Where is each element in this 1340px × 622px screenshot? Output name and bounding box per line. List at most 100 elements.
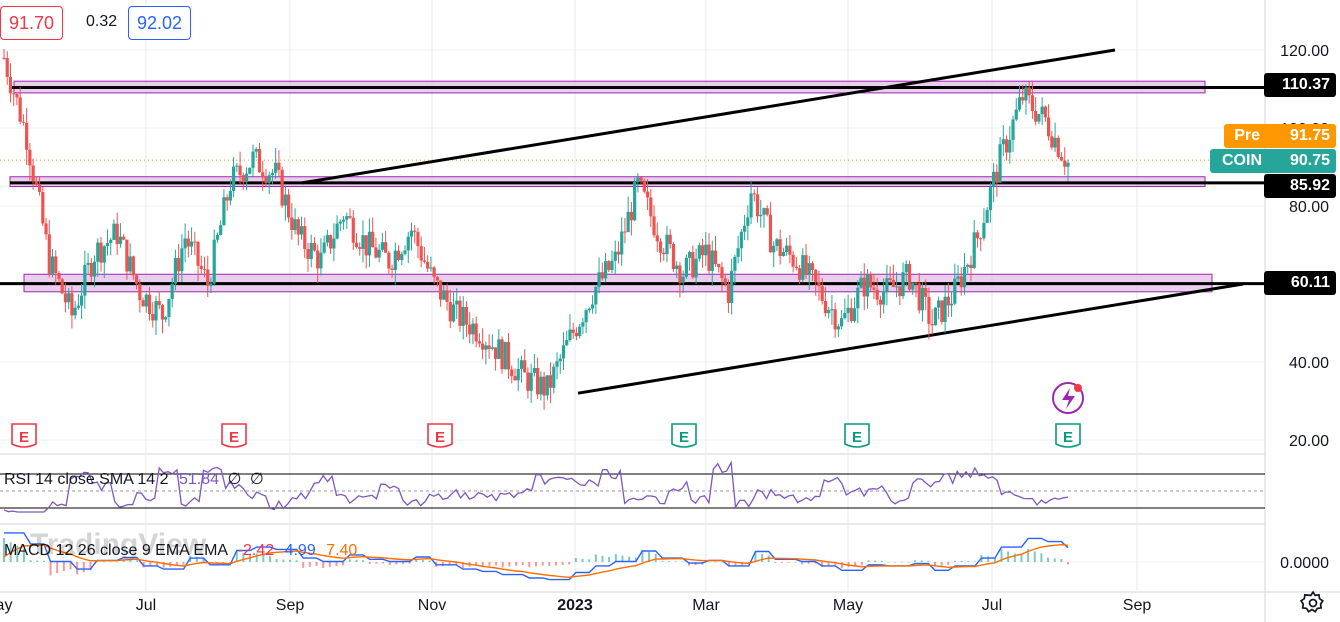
candle-body (403, 250, 407, 254)
x-tick-label: Mar (692, 597, 720, 614)
macd-histogram-bar (1047, 557, 1050, 562)
candle-body (257, 148, 262, 173)
candle-body (286, 194, 291, 218)
macd-histogram-bar (322, 562, 325, 568)
candle-body (393, 250, 397, 270)
macd-histogram-bar (900, 561, 903, 563)
candle-body (461, 306, 465, 326)
earnings-letter: E (1063, 429, 1073, 446)
candle-body (979, 238, 983, 240)
candle-body (477, 341, 482, 344)
earnings-badge (427, 423, 453, 448)
macd-histogram-bar (1033, 551, 1036, 562)
candle-body (810, 263, 815, 270)
candle-body (183, 238, 187, 249)
candle-body (733, 256, 737, 271)
candle-body (953, 278, 957, 304)
macd-histogram-bar (62, 562, 65, 572)
rsi-label: RSI 14 close SMA 14 2 (4, 471, 169, 488)
macd-histogram-bar (548, 562, 551, 567)
candle-body (303, 226, 307, 250)
candle-body (464, 306, 469, 325)
candle-body (539, 376, 543, 395)
macd-histogram-bar (275, 559, 278, 562)
earnings-letter: E (229, 429, 239, 446)
macd-histogram-bar (521, 562, 524, 566)
candle-body (309, 242, 313, 259)
macd-histogram-bar (568, 562, 571, 565)
candle-body (888, 278, 892, 281)
macd-histogram-bar (69, 562, 72, 570)
macd-histogram-bar (927, 560, 930, 562)
candle-body (316, 250, 320, 269)
candle-body (241, 175, 245, 183)
candle-body (348, 216, 352, 218)
candle-body (594, 287, 598, 305)
macd-histogram-bar (707, 561, 710, 563)
earnings-badge (221, 423, 247, 448)
candle-body (322, 242, 326, 253)
settings-gear-icon[interactable] (1300, 590, 1326, 616)
candle-body (92, 261, 97, 277)
candle-body (199, 265, 203, 269)
candle-body (894, 286, 899, 288)
macd-histogram-bar (993, 557, 996, 562)
earnings-letter: E (679, 429, 689, 446)
candle-body (542, 376, 546, 396)
candle-body (930, 324, 934, 326)
macd-histogram-bar (129, 560, 132, 562)
candle-body (455, 300, 459, 305)
macd-histogram-bar (581, 558, 584, 562)
macd-histogram-bar (880, 560, 883, 562)
candle-body (642, 180, 646, 192)
macd-histogram-bar (495, 562, 498, 566)
candle-body (225, 197, 229, 201)
candle-body (1017, 97, 1022, 110)
candle-body (749, 193, 753, 218)
macd-histogram-bar (781, 562, 784, 563)
candle-body (675, 265, 679, 269)
macd-histogram-bar (661, 561, 664, 562)
macd-histogram-bar (455, 562, 458, 565)
macd-histogram-bar (448, 562, 451, 566)
candle-body (817, 281, 821, 287)
candle-body (885, 278, 889, 292)
lower-trendline (577, 282, 1244, 395)
candle-body (652, 216, 656, 236)
candle-body (584, 310, 588, 323)
macd-histogram-bar (794, 562, 797, 563)
candle-body (665, 234, 669, 255)
tradingview-watermark: TradingView (30, 528, 207, 561)
candle-body (471, 323, 475, 335)
candle-body (772, 245, 776, 253)
macd-histogram-bar (920, 560, 923, 562)
macd-histogram-bar (428, 560, 431, 562)
macd-histogram-bar (1013, 553, 1016, 562)
macd-histogram-bar (89, 562, 92, 571)
candle-body (1004, 139, 1009, 153)
macd-histogram-bar (308, 562, 311, 567)
candle-body (552, 366, 556, 388)
candle-body (998, 144, 1002, 183)
candle-body (76, 305, 80, 308)
candle-body (649, 197, 653, 217)
candle-body (940, 300, 944, 322)
candle-body (736, 248, 740, 257)
macd-histogram-bar (136, 560, 138, 562)
candle-body (613, 251, 617, 261)
macd-histogram-bar (362, 560, 365, 562)
candle-body (1063, 160, 1067, 167)
candle-body (710, 250, 714, 271)
macd-histogram-bar (874, 560, 877, 562)
macd-histogram-bar (242, 553, 245, 562)
candle-body (859, 277, 863, 288)
earnings-badge (1055, 423, 1081, 448)
symbol-value-tag: 90.75 (1264, 149, 1336, 173)
pre-label-tag: Pre (1224, 124, 1266, 148)
candle-body (490, 347, 494, 349)
candle-body (536, 368, 540, 395)
macd-histogram-bar (894, 561, 897, 563)
candle-body (561, 345, 566, 359)
candle-body (189, 241, 194, 247)
